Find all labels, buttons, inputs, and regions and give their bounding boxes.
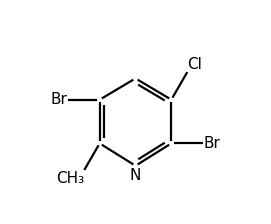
Text: Br: Br — [204, 136, 221, 151]
Text: Cl: Cl — [188, 56, 202, 71]
Text: CH₃: CH₃ — [56, 170, 84, 185]
Text: Br: Br — [50, 92, 67, 107]
Text: N: N — [130, 168, 141, 183]
